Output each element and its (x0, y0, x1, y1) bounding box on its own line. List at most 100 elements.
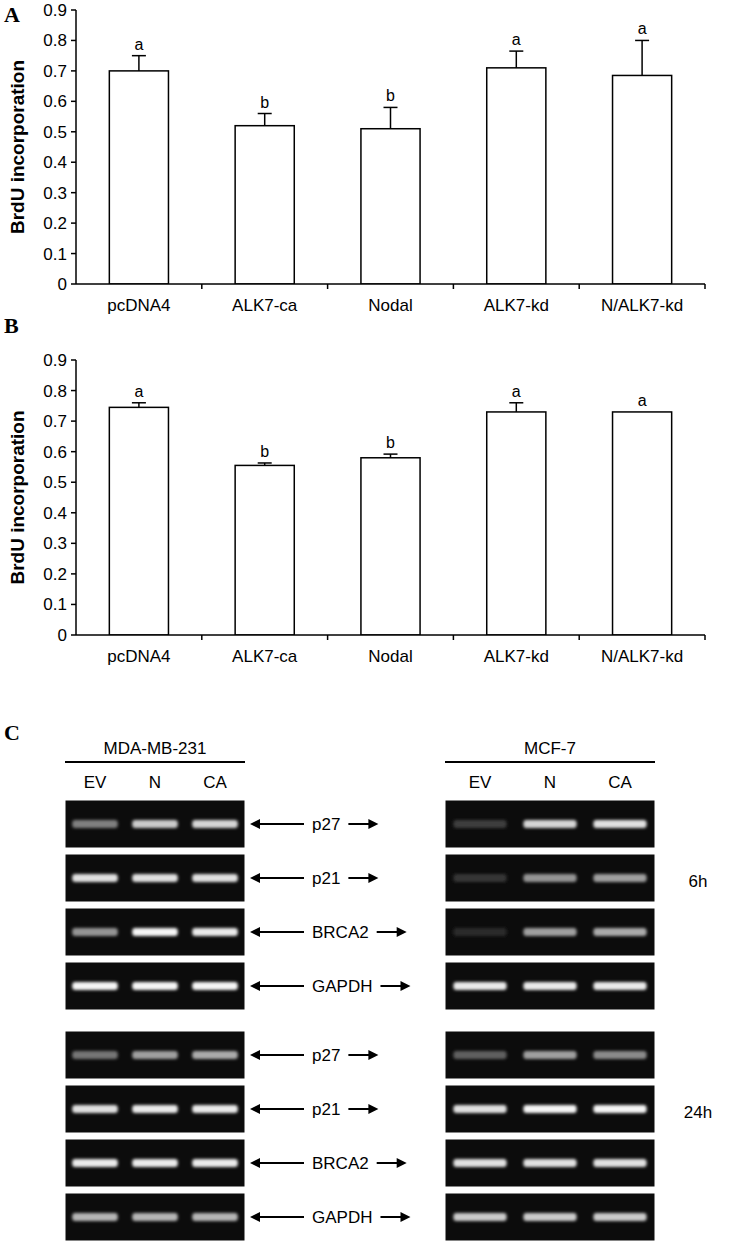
y-tick (71, 512, 76, 514)
panel-label: C (4, 720, 20, 745)
arrow-shaft (380, 985, 402, 987)
band (523, 1213, 576, 1221)
band (523, 982, 576, 990)
band (192, 982, 238, 990)
x-tick (578, 284, 580, 289)
y-tick (71, 101, 76, 103)
y-tick-label: 0.6 (43, 443, 67, 462)
error-line (516, 403, 518, 412)
significance-letter: b (386, 434, 395, 451)
band (192, 1051, 238, 1059)
blot-strip (65, 1085, 245, 1133)
bar (109, 407, 168, 635)
y-tick (71, 359, 76, 361)
band (72, 1159, 118, 1167)
lane-label: CA (608, 773, 632, 792)
arrow-head (250, 1158, 260, 1168)
arrow-shaft (348, 1054, 370, 1056)
band (453, 874, 506, 882)
y-tick (71, 70, 76, 72)
blot-strip (445, 800, 655, 848)
arrow-shaft (380, 1216, 402, 1218)
x-tick (453, 635, 455, 640)
y-tick-label: 0.8 (43, 382, 67, 401)
band (453, 1051, 506, 1059)
blot-strip (65, 1031, 245, 1079)
arrow-shaft (258, 823, 304, 825)
band (132, 1213, 178, 1221)
y-axis (75, 360, 77, 635)
y-tick-label: 0.5 (43, 473, 67, 492)
error-cap (509, 50, 523, 52)
y-tick (71, 222, 76, 224)
error-bar (132, 403, 146, 408)
blot-strip (445, 908, 655, 956)
y-tick (71, 420, 76, 422)
error-bar (509, 403, 523, 412)
error-bar (258, 114, 272, 126)
arrow-shaft (258, 1108, 304, 1110)
y-tick (71, 390, 76, 392)
band (192, 1159, 238, 1167)
x-axis (76, 283, 705, 285)
error-line (641, 40, 643, 75)
y-axis-label: BrdU incorporation (7, 410, 28, 584)
arrow-head (400, 1212, 410, 1222)
blot-strip (65, 1193, 245, 1241)
significance-letter: b (386, 87, 395, 104)
band (523, 1159, 576, 1167)
significance-letter: a (638, 392, 647, 409)
arrow-head (250, 1050, 260, 1060)
y-tick-label: 0.7 (43, 62, 67, 81)
gene-label: p27 (312, 815, 340, 834)
arrow-head (250, 1104, 260, 1114)
bar-chart: BBrdU incorporationabbaa00.10.20.30.40.5… (4, 313, 705, 666)
x-tick-label: ALK7-ca (232, 296, 298, 315)
lane-label: EV (84, 773, 107, 792)
bar (361, 458, 420, 635)
y-tick-label: 0.5 (43, 123, 67, 142)
error-cap (258, 462, 272, 464)
band (132, 820, 178, 828)
arrow-shaft (377, 1162, 399, 1164)
x-axis (76, 634, 705, 636)
error-cap (509, 402, 523, 404)
band (593, 982, 646, 990)
arrow-shaft (377, 931, 399, 933)
band (593, 820, 646, 828)
band (132, 982, 178, 990)
x-tick-label: Nodal (368, 296, 412, 315)
y-tick-label: 0.2 (43, 214, 67, 233)
x-tick (704, 284, 706, 289)
y-tick (71, 131, 76, 133)
x-tick (578, 635, 580, 640)
band (453, 1213, 506, 1221)
arrow-head (368, 1104, 378, 1114)
arrow-shaft (348, 823, 370, 825)
y-tick (71, 481, 76, 483)
y-tick (71, 634, 76, 636)
arrow-shaft (258, 1216, 304, 1218)
y-tick (71, 543, 76, 545)
band (72, 928, 118, 936)
y-tick (71, 604, 76, 606)
cell-line-label: MDA-MB-231 (104, 739, 207, 758)
blot-strip (65, 1139, 245, 1187)
cell-line-label: MCF-7 (524, 739, 576, 758)
x-tick (201, 635, 203, 640)
blot-strip (65, 908, 245, 956)
arrow-shaft (258, 985, 304, 987)
gene-label: GAPDH (312, 977, 372, 996)
x-tick-label: N/ALK7-kd (601, 647, 683, 666)
lane-label: N (544, 773, 556, 792)
y-tick-label: 0.4 (43, 504, 67, 523)
y-axis (75, 10, 77, 284)
x-tick-label: pcDNA4 (107, 296, 170, 315)
y-tick-label: 0.6 (43, 92, 67, 111)
x-tick-label: pcDNA4 (107, 647, 170, 666)
band (593, 1159, 646, 1167)
error-bar (384, 107, 398, 128)
cell-line-underline (65, 761, 245, 763)
band (453, 820, 506, 828)
band (593, 1213, 646, 1221)
